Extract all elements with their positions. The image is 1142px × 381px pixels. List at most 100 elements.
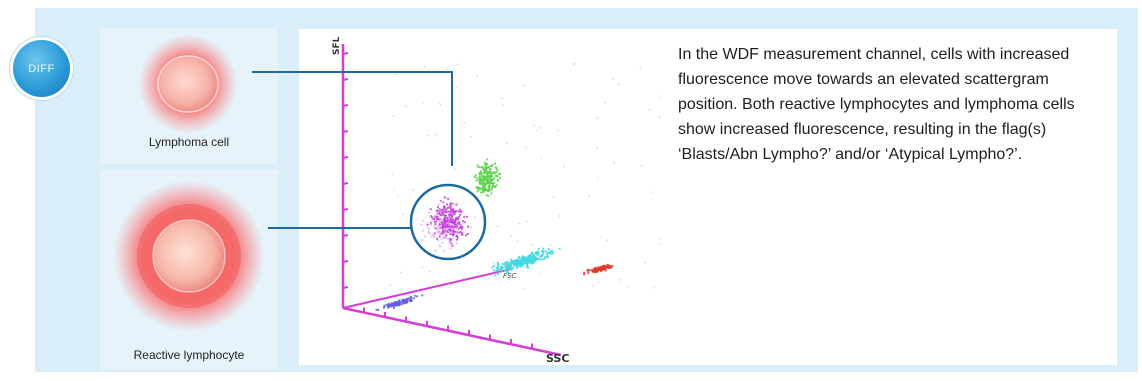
lymphocyte-dot [432, 218, 435, 221]
sparse-dot [505, 142, 508, 145]
monocyte-dot [486, 171, 489, 174]
monocyte-dot [482, 166, 485, 169]
sparse-dot [605, 239, 608, 242]
sparse-dot [501, 104, 504, 106]
lymphocyte-dot [449, 203, 452, 207]
y-axis-tick [342, 208, 349, 211]
y-axis-tick [342, 156, 349, 159]
eosinophil-dot [600, 269, 603, 272]
lymphocyte-halo-dot [436, 228, 439, 231]
lymphocyte-dot [426, 223, 429, 226]
monocyte-dot [484, 169, 487, 172]
sparse-dot [518, 222, 521, 225]
lymphocyte-dot [459, 231, 462, 234]
lymphocyte-dot [460, 210, 463, 213]
lymphoma-connector-line [252, 71, 453, 166]
x-axis-line [342, 306, 562, 357]
sparse-dot [391, 173, 394, 176]
sparse-dot [404, 105, 407, 108]
neutrophil-dot [521, 255, 525, 258]
eosinophil-dot [608, 266, 611, 269]
monocyte-dot [477, 188, 480, 191]
sparse-dot [599, 236, 602, 238]
lymphocyte-dot [455, 203, 458, 206]
neutrophil-dot [516, 266, 519, 269]
lymphocyte-dot [443, 214, 446, 217]
sparse-dot [457, 262, 460, 265]
sparse-dot [619, 279, 622, 281]
sparse-dot [423, 65, 426, 68]
ghost-dot [413, 297, 416, 300]
neutrophil-dot [519, 259, 522, 262]
lymphoma-cell-box: Lymphoma cell [100, 28, 278, 164]
lymphocyte-halo-dot [434, 249, 437, 252]
y-axis-label: SFL [332, 36, 342, 55]
lymphocyte-halo-dot [432, 234, 435, 237]
neutrophil-dot [501, 263, 504, 266]
lymphocyte-halo-dot [428, 228, 431, 231]
lymphocyte-halo-dot [426, 226, 429, 229]
lymphocyte-halo-dot [457, 230, 460, 233]
y-axis-tick [342, 234, 349, 237]
sparse-dot [435, 134, 437, 137]
lymphocyte-halo-dot [433, 227, 436, 230]
lymphocyte-halo-dot [443, 249, 445, 252]
sparse-dot [524, 146, 527, 148]
lymphocyte-dot [438, 218, 442, 221]
reactive-lymphocyte-icon [113, 180, 265, 332]
eosinophil-dot [603, 265, 606, 268]
sparse-dot [434, 133, 437, 135]
lymphocyte-dot [455, 226, 458, 229]
monocyte-dot [493, 177, 496, 180]
ghost-dot [401, 302, 404, 306]
eosinophil-dot [600, 267, 604, 270]
lymphocyte-halo-dot [446, 222, 449, 224]
neutrophil-dot [549, 252, 553, 255]
monocyte-dot [483, 176, 486, 179]
monocyte-dot [491, 183, 494, 186]
lymphocyte-dot [464, 234, 467, 237]
ghost-dot [391, 302, 394, 305]
sparse-dot [455, 222, 458, 225]
neutrophil-dot [537, 247, 540, 250]
monocyte-dot [477, 178, 480, 181]
eosinophil-dot [586, 269, 589, 272]
sparse-dot [522, 287, 525, 290]
lymphocyte-dot [436, 212, 439, 215]
lymphocyte-halo-dot [435, 231, 438, 234]
description-text: In the WDF measurement channel, cells wi… [678, 46, 1075, 163]
lymphocyte-halo-dot [434, 214, 437, 217]
sparse-dot [412, 189, 414, 192]
ghost-dot [406, 299, 409, 302]
lymphocyte-halo-dot [449, 224, 452, 227]
lymphoma-cell-icon [138, 34, 238, 134]
sparse-dot [394, 73, 397, 76]
sparse-dot [550, 244, 552, 246]
lymphocyte-halo-dot [444, 236, 447, 239]
lymphocyte-dot [435, 218, 439, 221]
lymphocyte-halo-dot [448, 237, 451, 240]
lymphocyte-halo-dot [450, 211, 453, 214]
neutrophil-dot [524, 256, 527, 259]
neutrophil-dot [508, 261, 511, 265]
neutrophil-dot [542, 252, 545, 255]
lymphocyte-halo-dot [442, 236, 445, 239]
monocyte-dot [492, 171, 495, 174]
sparse-dot [572, 63, 575, 65]
eosinophil-dot [604, 269, 607, 272]
neutrophil-dot [504, 269, 507, 272]
monocyte-dot [486, 174, 489, 177]
neutrophil-dot [542, 247, 545, 250]
lymphocyte-dot [429, 208, 432, 211]
eosinophil-dot [594, 269, 597, 272]
monocyte-dot [481, 183, 484, 186]
sparse-dot [543, 258, 545, 261]
ghost-dot [394, 303, 397, 306]
neutrophil-dot [547, 248, 550, 251]
neutrophil-dot [495, 269, 498, 272]
neutrophil-dot [506, 267, 509, 270]
lymphocyte-dot [444, 210, 447, 213]
sparse-dot [588, 195, 590, 198]
sparse-dot [393, 189, 396, 191]
monocyte-dot [485, 179, 488, 182]
